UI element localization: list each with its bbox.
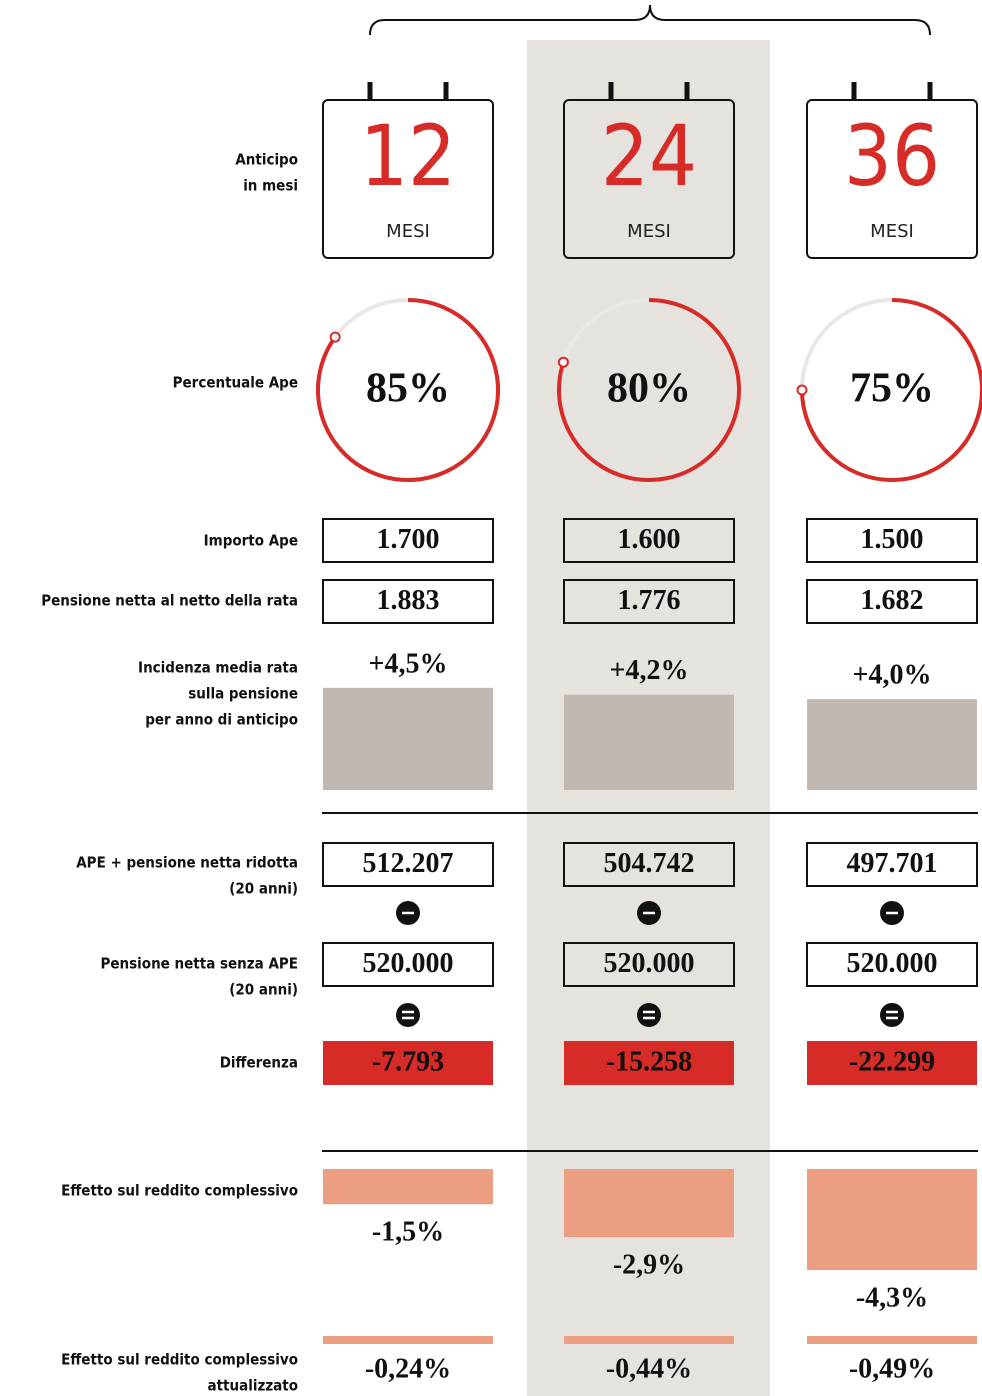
incidenza-label: +4,2% (610, 655, 689, 686)
value-box (806, 579, 978, 624)
calendar (563, 99, 735, 259)
calendar (322, 99, 494, 259)
row-label: Percentuale Ape (173, 374, 298, 392)
row-label: attualizzato (208, 1377, 299, 1395)
effetto-label: -4,3% (856, 1282, 928, 1313)
months-unit: MESI (386, 221, 430, 242)
months-unit: MESI (870, 221, 914, 242)
incidenza-bar (564, 694, 734, 790)
value-box (806, 842, 978, 887)
effetto-bar (807, 1169, 977, 1271)
value-text: 1.500 (861, 524, 924, 555)
calendar (806, 99, 978, 259)
months-number: 12 (360, 107, 456, 205)
incidenza-label: +4,0% (853, 660, 932, 691)
value-box (563, 942, 735, 987)
value-box (807, 1041, 977, 1085)
value-box (806, 518, 978, 563)
value-box (563, 518, 735, 563)
ring-end (796, 384, 808, 396)
incidenza-bar (323, 687, 493, 790)
row-label: sulla pensione (188, 685, 298, 703)
ape-percent: 75% (850, 366, 934, 412)
value-box (322, 942, 494, 987)
value-box (322, 842, 494, 887)
effetto-label: -2,9% (613, 1250, 685, 1281)
value-text: 497.701 (847, 848, 938, 879)
value-text: -22.299 (849, 1046, 935, 1077)
incidenza-bar (807, 699, 977, 790)
value-text: 1.682 (861, 585, 924, 616)
months-unit: MESI (627, 221, 671, 242)
row-label: Importo Ape (204, 532, 298, 550)
ape-percent: 85% (366, 366, 450, 412)
value-text: -15.258 (606, 1046, 692, 1077)
attualizzato-rule (807, 1336, 977, 1344)
ring-arc (800, 298, 982, 482)
ring-arc (316, 298, 500, 482)
ring-end (329, 331, 341, 343)
value-box (806, 942, 978, 987)
row-label: (20 anni) (229, 981, 298, 999)
value-text: 520.000 (847, 948, 938, 979)
attualizzato-label: -0,24% (365, 1353, 451, 1384)
row-label: Anticipo (235, 151, 298, 169)
equals-icon (880, 1003, 904, 1027)
value-text: 1.700 (377, 524, 440, 555)
months-number: 36 (844, 107, 940, 205)
value-box (322, 579, 494, 624)
row-label: Effetto sul reddito complessivo (61, 1182, 298, 1200)
value-text: 504.742 (604, 848, 695, 879)
ring-end (557, 356, 569, 368)
value-text: 520.000 (604, 948, 695, 979)
row-label: Pensione netta al netto della rata (41, 592, 298, 610)
row-label: Pensione netta senza APE (100, 955, 298, 973)
attualizzato-rule (323, 1336, 493, 1344)
row-label: Effetto sul reddito complessivo (61, 1351, 298, 1369)
effetto-bar (323, 1169, 493, 1205)
value-box (564, 1041, 734, 1085)
value-text: 1.776 (618, 585, 681, 616)
value-text: 1.600 (618, 524, 681, 555)
value-text: 512.207 (363, 848, 454, 879)
attualizzato-label: -0,44% (606, 1353, 692, 1384)
value-text: -7.793 (372, 1046, 444, 1077)
row-label: APE + pensione netta ridotta (76, 854, 298, 872)
value-box (563, 842, 735, 887)
value-text: 1.883 (377, 585, 440, 616)
value-box (322, 518, 494, 563)
effetto-label: -1,5% (372, 1217, 444, 1248)
row-label: Incidenza media rata (138, 659, 298, 677)
value-text: 520.000 (363, 948, 454, 979)
brace (369, 4, 931, 36)
ring-arc (557, 298, 741, 482)
months-number: 24 (601, 107, 697, 205)
row-label: Differenza (220, 1054, 298, 1072)
value-box (563, 579, 735, 624)
row-label: in mesi (243, 177, 298, 195)
equals-icon (396, 1003, 420, 1027)
row-label: per anno di anticipo (145, 711, 298, 729)
effetto-bar (564, 1169, 734, 1238)
ape-percent: 80% (607, 366, 691, 412)
row-label: (20 anni) (229, 880, 298, 898)
incidenza-label: +4,5% (369, 648, 448, 679)
equals-icon (637, 1003, 661, 1027)
attualizzato-rule (564, 1336, 734, 1344)
attualizzato-label: -0,49% (849, 1353, 935, 1384)
value-box (323, 1041, 493, 1085)
